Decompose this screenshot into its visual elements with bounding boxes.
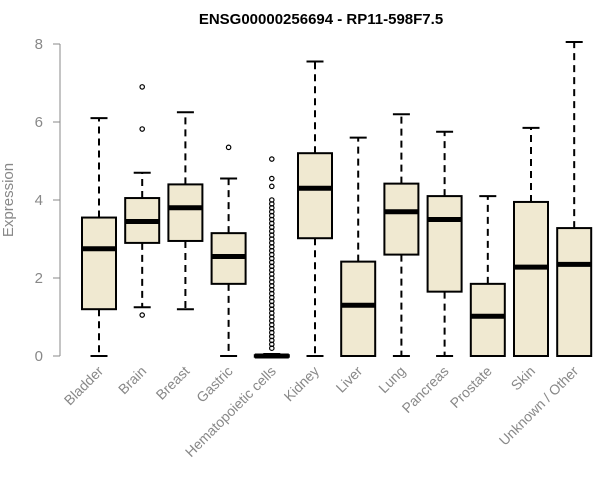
y-tick-label: 4: [35, 192, 43, 209]
x-tick-label: Prostate: [447, 363, 495, 411]
box-breast: [167, 111, 204, 311]
box-brain: [124, 84, 161, 318]
iqr-box: [426, 195, 463, 293]
outlier-point: [268, 183, 275, 190]
iqr-box: [81, 216, 117, 311]
x-tick-label: Gastric: [193, 363, 236, 406]
box-liver: [340, 136, 377, 357]
iqr-box: [383, 182, 420, 256]
box-series: [81, 41, 593, 359]
box-unknown-other: [556, 41, 593, 357]
x-tick-label: Unknown / Other: [496, 363, 582, 449]
outlier-point: [268, 197, 275, 203]
y-axis-label: Expression: [0, 163, 17, 237]
iqr-box: [167, 183, 204, 242]
iqr-box: [469, 282, 506, 358]
outlier-point: [139, 312, 146, 318]
box-hematopoietic-cells: [253, 156, 290, 359]
outlier-point: [139, 126, 146, 132]
box-lung: [383, 113, 420, 357]
y-tick-label: 0: [35, 348, 43, 365]
outlier-point: [139, 84, 146, 90]
iqr-box: [556, 227, 593, 357]
box-pancreas: [426, 130, 463, 357]
y-tick-label: 2: [35, 270, 43, 287]
iqr-box: [340, 260, 377, 357]
outlier-point: [225, 144, 232, 151]
outlier-point: [268, 156, 275, 162]
x-tick-label: Skin: [508, 363, 539, 394]
y-tick-label: 6: [35, 114, 43, 131]
iqr-box: [513, 200, 549, 357]
box-bladder: [81, 117, 117, 357]
x-tick-label: Brain: [115, 363, 149, 397]
x-tick-label: Kidney: [281, 363, 323, 405]
x-tick-label: Pancreas: [399, 363, 452, 416]
box-prostate: [469, 195, 506, 358]
chart-title: ENSG00000256694 - RP11-598F7.5: [199, 11, 443, 28]
box-kidney: [297, 60, 333, 357]
x-tick-label: Breast: [153, 363, 193, 403]
x-tick-label: Liver: [333, 363, 366, 396]
box-gastric: [210, 144, 247, 357]
x-tick-label: Lung: [375, 363, 408, 396]
iqr-box: [297, 152, 333, 240]
x-tick-label: Bladder: [61, 363, 107, 409]
y-tick-label: 8: [35, 36, 43, 53]
box-skin: [513, 126, 549, 357]
outlier-point: [268, 175, 275, 182]
y-axis: 0 2 4 6 8: [35, 36, 61, 365]
